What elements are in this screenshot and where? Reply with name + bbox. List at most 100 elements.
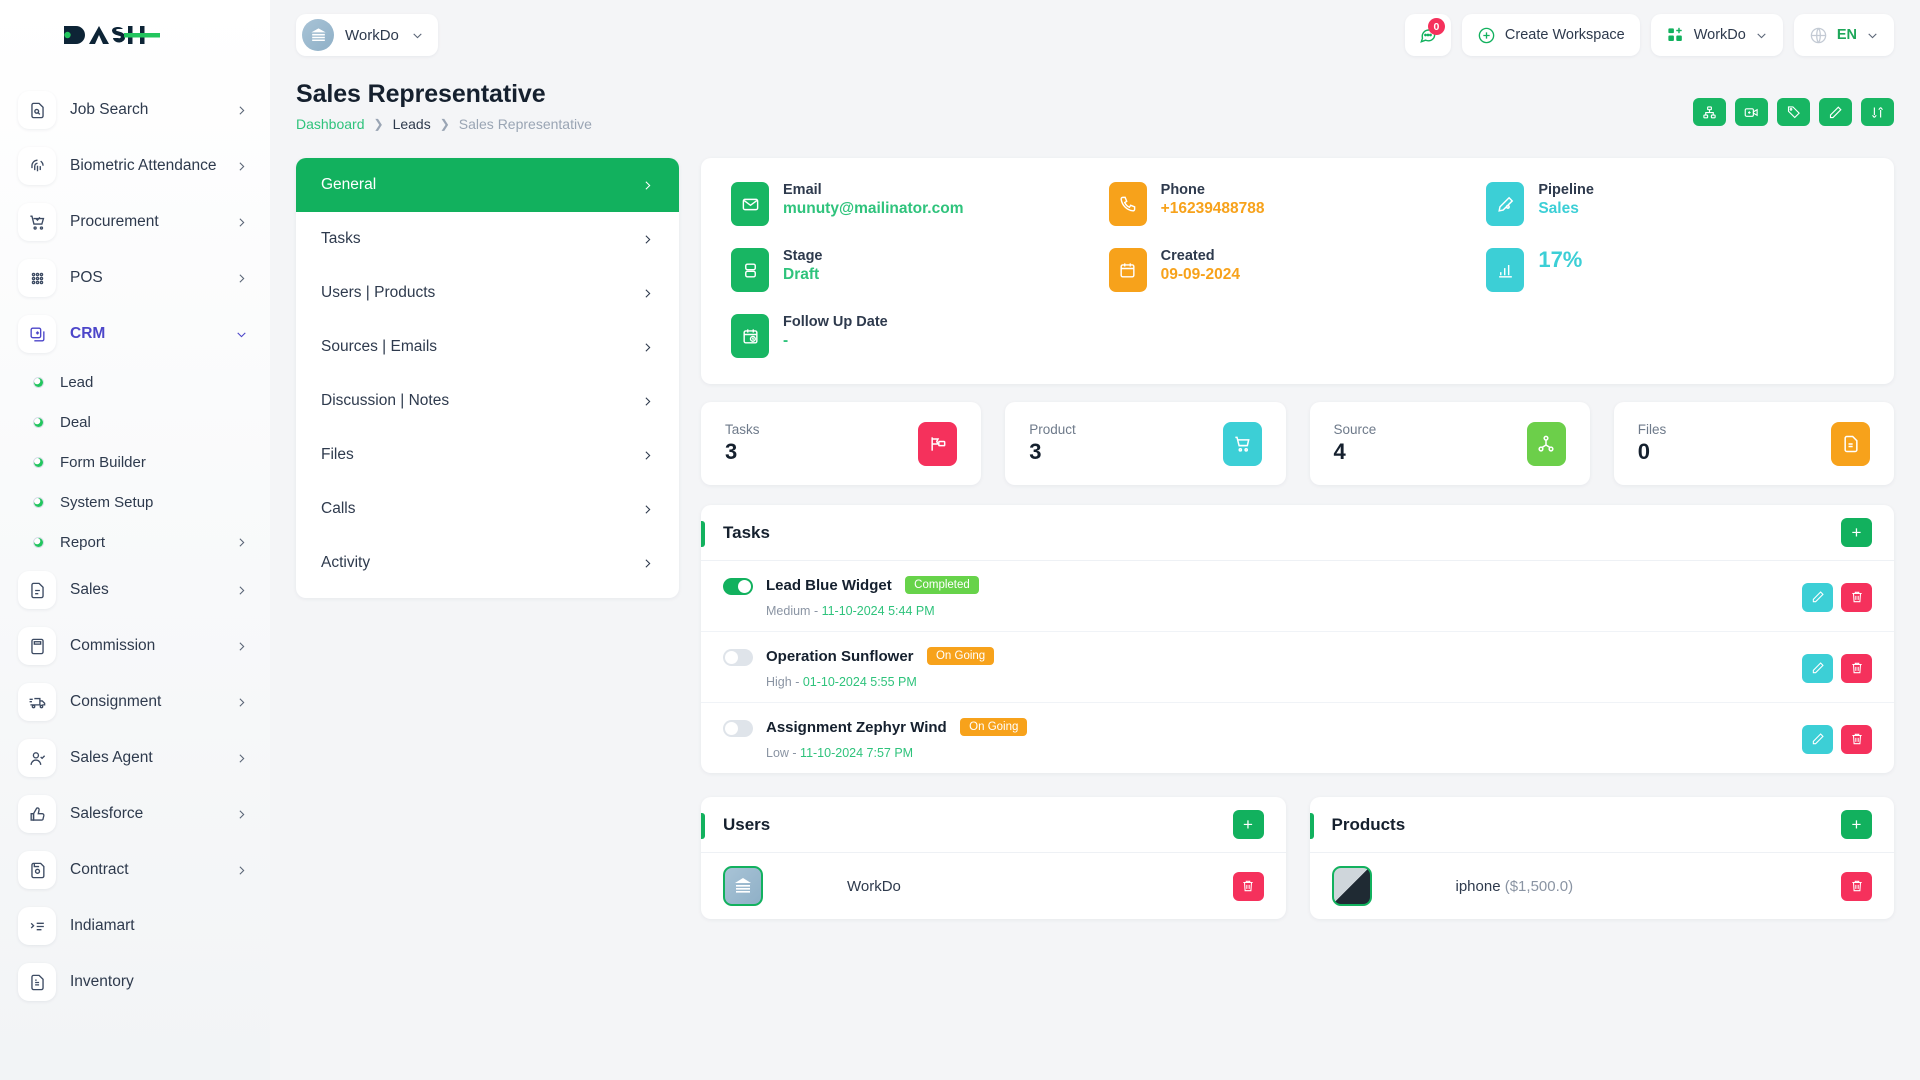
info-value: - — [783, 332, 789, 349]
sidebar-item-label: Contract — [70, 860, 129, 878]
crm-window-icon — [18, 315, 56, 353]
info-value: munuty@mailinator.com — [783, 200, 964, 217]
header-actions: 0 Create Workspace WorkDo EN — [1404, 14, 1894, 56]
list-item: WorkDo — [701, 853, 1286, 919]
task-name: Lead Blue Widget — [766, 577, 892, 594]
add-product-button[interactable]: + — [1841, 810, 1872, 839]
tab-files[interactable]: Files — [296, 428, 679, 482]
sidebar-item-job-search[interactable]: Job Search — [0, 82, 270, 138]
main-content: Sales Representative Dashboard ❯ Leads ❯… — [270, 70, 1920, 1080]
edit-task-button[interactable] — [1802, 653, 1833, 683]
tab-users-products[interactable]: Users | Products — [296, 266, 679, 320]
stat-card-files[interactable]: Files 0 — [1613, 402, 1894, 485]
add-user-button[interactable]: + — [1232, 810, 1264, 839]
delete-product-button[interactable] — [1841, 871, 1872, 901]
bullet-icon — [30, 414, 46, 430]
info-label: Pipeline — [1538, 182, 1594, 198]
pipeline-pen-icon — [1486, 182, 1525, 226]
tab-label: Tasks — [321, 230, 361, 247]
sidebar-item-inventory[interactable]: Inventory — [0, 954, 270, 1010]
add-task-button[interactable]: + — [1841, 518, 1872, 547]
workspace-selector[interactable]: WorkDo — [296, 14, 438, 56]
sidebar-item-label: Sales — [70, 580, 109, 598]
sidebar-item-consignment[interactable]: Consignment — [0, 674, 270, 730]
users-panel: Users + WorkDo — [701, 797, 1286, 919]
sidebar-item-procurement[interactable]: Procurement — [0, 194, 270, 250]
hierarchy-button[interactable] — [1693, 98, 1726, 126]
globe-icon — [1810, 27, 1827, 43]
share-nodes-icon — [1526, 421, 1566, 466]
chevron-right-icon — [239, 753, 245, 763]
breadcrumb-leads[interactable]: Leads — [392, 116, 431, 132]
bottom-panels: Users + WorkDo — [701, 797, 1894, 919]
sidebar-item-report[interactable]: Report — [0, 522, 270, 562]
sidebar-item-label: Indiamart — [70, 916, 135, 934]
workspace-switch-button[interactable]: WorkDo — [1650, 14, 1783, 56]
tab-activity[interactable]: Activity — [296, 536, 679, 590]
language-selector[interactable]: EN — [1793, 14, 1894, 56]
status-badge: Completed — [905, 576, 979, 594]
sidebar-item-crm[interactable]: CRM — [0, 306, 270, 362]
sidebar-item-form-builder[interactable]: Form Builder — [0, 442, 270, 482]
sidebar-item-system-setup[interactable]: System Setup — [0, 482, 270, 522]
sidebar-item-deal[interactable]: Deal — [0, 402, 270, 442]
delete-task-button[interactable] — [1841, 653, 1872, 683]
create-workspace-button[interactable]: Create Workspace — [1461, 14, 1640, 56]
sidebar-item-biometric-attendance[interactable]: Biometric Attendance — [0, 138, 270, 194]
sidebar-item-sales-agent[interactable]: Sales Agent — [0, 730, 270, 786]
info-email: Email munuty@mailinator.com — [731, 182, 1109, 226]
sidebar-item-commission[interactable]: Commission — [0, 618, 270, 674]
save-disk-icon — [18, 851, 56, 889]
tasks-panel: Tasks + Lead Blue Widget Completed Mediu… — [701, 505, 1894, 773]
top-header: WorkDo 0 Create Workspace WorkDo EN — [270, 0, 1920, 70]
task-toggle[interactable] — [723, 649, 753, 666]
sidebar-item-indiamart[interactable]: Indiamart — [0, 898, 270, 954]
list-arrow-icon — [18, 907, 56, 945]
hierarchy-icon — [1703, 105, 1716, 118]
stat-card-product[interactable]: Product 3 — [1005, 402, 1286, 485]
transfer-button[interactable] — [1861, 98, 1894, 126]
status-badge: On Going — [926, 647, 995, 665]
tab-tasks[interactable]: Tasks — [296, 212, 679, 266]
tab-general[interactable]: General — [296, 158, 679, 212]
tab-sources-emails[interactable]: Sources | Emails — [296, 320, 679, 374]
sidebar-item-contract[interactable]: Contract — [0, 842, 270, 898]
info-value: 09-09-2024 — [1160, 266, 1240, 283]
tab-label: Activity — [321, 554, 371, 571]
breadcrumb-dashboard[interactable]: Dashboard — [296, 116, 365, 132]
edit-button[interactable] — [1819, 98, 1852, 126]
tab-label: Discussion | Notes — [321, 392, 450, 409]
fingerprint-icon — [18, 147, 56, 185]
sidebar-item-lead[interactable]: Lead — [0, 362, 270, 402]
stat-card-tasks[interactable]: Tasks 3 — [701, 402, 982, 485]
chevron-right-icon — [239, 641, 245, 651]
tab-discussion-notes[interactable]: Discussion | Notes — [296, 374, 679, 428]
tasks-header: Tasks + — [701, 505, 1894, 561]
tab-calls[interactable]: Calls — [296, 482, 679, 536]
edit-task-button[interactable] — [1802, 724, 1833, 754]
stat-card-source[interactable]: Source 4 — [1309, 402, 1590, 485]
delete-task-button[interactable] — [1841, 582, 1872, 612]
pencil-icon — [1812, 733, 1824, 745]
chevron-right-icon — [239, 809, 245, 819]
workspace-name: WorkDo — [345, 26, 399, 44]
sidebar-item-salesforce[interactable]: Salesforce — [0, 786, 270, 842]
sidebar-item-pos[interactable]: POS — [0, 250, 270, 306]
row-actions — [1232, 871, 1264, 901]
products-title: Products — [1331, 814, 1406, 834]
page-header: Sales Representative Dashboard ❯ Leads ❯… — [296, 80, 1894, 132]
task-toggle[interactable] — [723, 720, 753, 737]
sidebar-item-label: Salesforce — [70, 804, 144, 822]
chat-button[interactable]: 0 — [1404, 14, 1451, 56]
edit-task-button[interactable] — [1802, 582, 1833, 612]
task-toggle[interactable] — [723, 578, 753, 595]
video-add-button[interactable] — [1735, 98, 1768, 126]
chevron-right-icon — [239, 161, 245, 171]
tag-button[interactable] — [1777, 98, 1810, 126]
trash-icon — [1851, 591, 1862, 603]
delete-task-button[interactable] — [1841, 724, 1872, 754]
chevron-down-icon — [1868, 32, 1877, 38]
delete-user-button[interactable] — [1232, 871, 1264, 901]
sidebar-item-sales[interactable]: Sales — [0, 562, 270, 618]
brand-logo[interactable] — [0, 0, 270, 70]
